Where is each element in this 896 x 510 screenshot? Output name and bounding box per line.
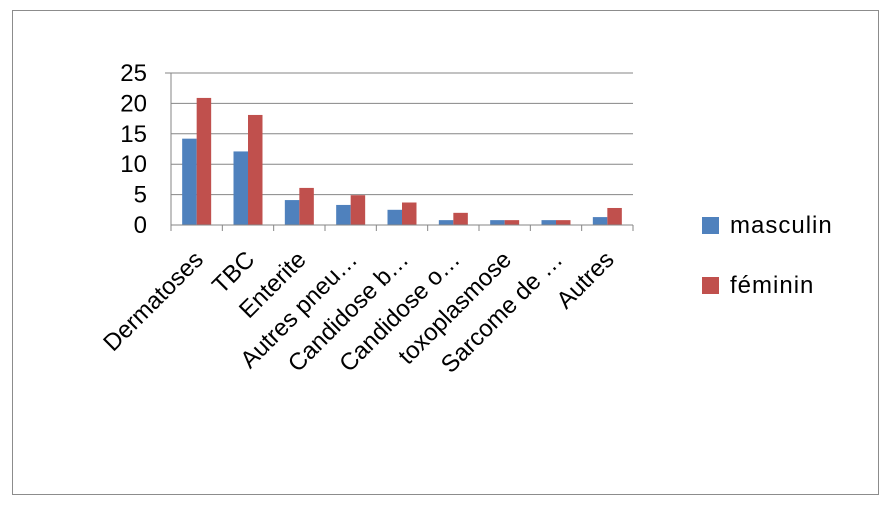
x-axis [165, 72, 634, 231]
bar-feminin [402, 202, 417, 225]
bar-masculin [182, 138, 197, 225]
bar-feminin [453, 212, 468, 225]
y-tick-label: 15 [120, 121, 147, 148]
bar-masculin [541, 220, 556, 225]
legend-label: masculin [730, 212, 833, 239]
y-tick-label: 5 [134, 182, 147, 209]
bar-feminin [607, 207, 622, 225]
y-tick-label: 10 [120, 151, 147, 178]
bar-feminin [504, 220, 520, 225]
bar-feminin [556, 220, 571, 225]
bar-masculin [490, 220, 505, 225]
bar-masculin [233, 151, 248, 225]
chart-frame [12, 10, 879, 495]
bar-masculin [592, 217, 608, 225]
legend-swatch [702, 277, 719, 294]
y-tick-label: 25 [120, 60, 147, 87]
bar-feminin [350, 195, 366, 225]
y-axis-tick-labels: 0 5 10 15 20 25 [120, 60, 147, 239]
x-category-label: Autres [551, 246, 619, 314]
bar-masculin [438, 220, 454, 225]
bar-feminin [299, 187, 314, 225]
legend-swatch [702, 217, 719, 234]
bar-feminin [196, 97, 212, 225]
bar-masculin [284, 200, 300, 225]
bar-feminin [248, 114, 263, 225]
y-tick-label: 20 [120, 90, 147, 117]
x-category-label: Dermatoses [98, 246, 209, 357]
bar-masculin [336, 204, 351, 225]
legend-label: féminin [730, 272, 814, 299]
bars [182, 97, 622, 225]
legend: masculin féminin [702, 212, 833, 299]
y-tick-label: 0 [134, 212, 147, 239]
bar-masculin [387, 209, 402, 225]
